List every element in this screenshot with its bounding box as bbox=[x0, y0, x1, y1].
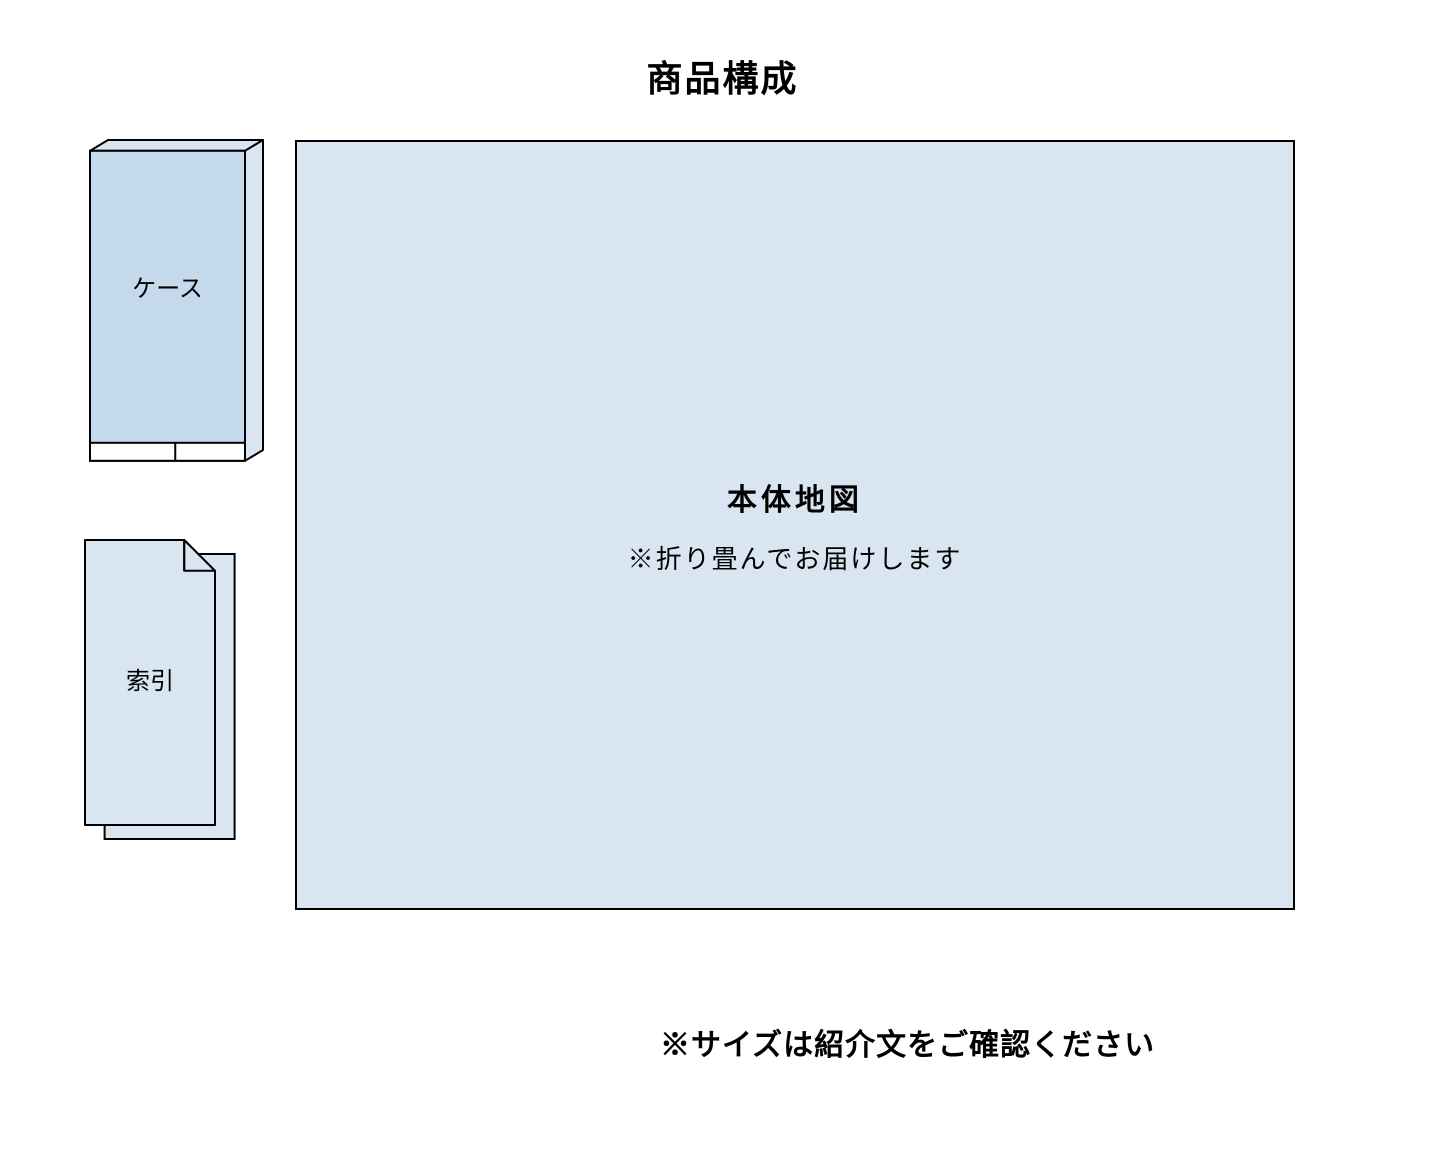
index-icon: 索引 bbox=[81, 536, 247, 857]
case-icon: ケース bbox=[86, 136, 267, 472]
case-label: ケース bbox=[132, 276, 203, 303]
main-map-box: 本体地図 ※折り畳んでお届けします bbox=[295, 140, 1295, 910]
size-footnote: ※サイズは紹介文をご確認ください bbox=[660, 1020, 1155, 1064]
diagram-canvas: 商品構成 ケース 索引 本体地図 ※折り畳んでお届けします ※サイズは紹介文をご… bbox=[0, 0, 1445, 1156]
map-title: 本体地図 bbox=[727, 475, 863, 519]
map-subtitle: ※折り畳んでお届けします bbox=[628, 539, 963, 576]
diagram-title: 商品構成 bbox=[0, 50, 1445, 102]
index-label: 索引 bbox=[126, 668, 174, 695]
